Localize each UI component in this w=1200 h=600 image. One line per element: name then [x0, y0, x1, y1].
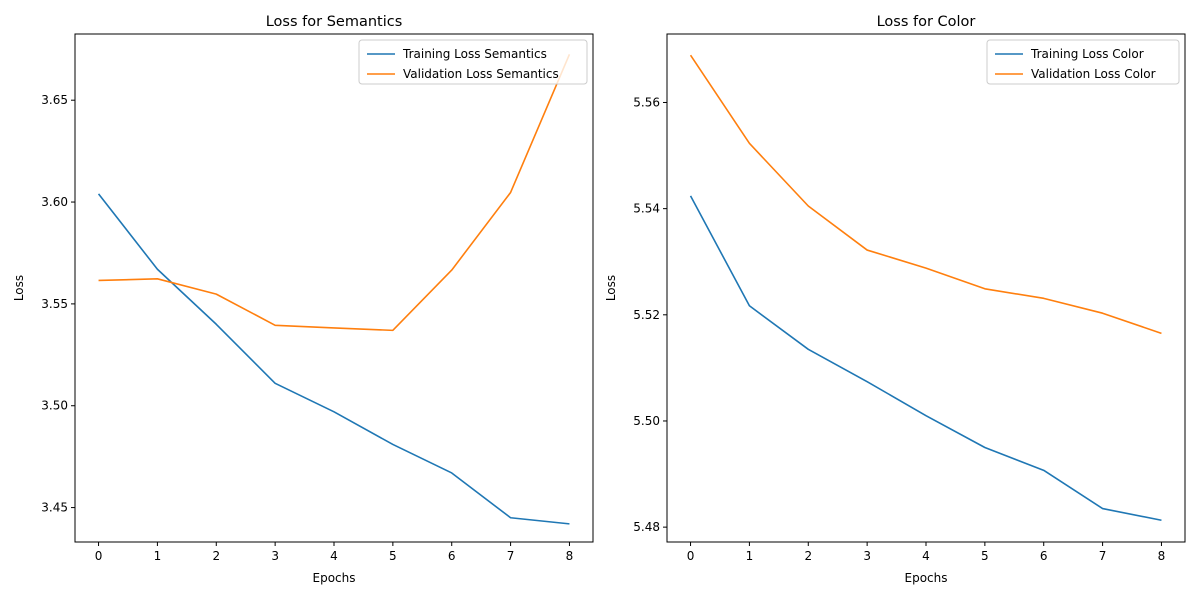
y-tick-label: 5.52: [633, 308, 660, 322]
x-tick-label: 1: [154, 549, 162, 563]
x-tick-label: 2: [212, 549, 220, 563]
x-tick-label: 3: [271, 549, 279, 563]
chart-loss-color: Loss for Color Epochs Loss 0 1 2 3 4 5 6 7 8 5.48…: [604, 14, 1186, 585]
legend-frame: [986, 39, 1180, 85]
legend-entry: Training Loss Color: [1030, 47, 1144, 61]
x-tick-label: 2: [804, 549, 812, 563]
legend: Training Loss Semantics Validation Loss S…: [358, 39, 588, 85]
y-tick-label: 5.50: [633, 414, 660, 428]
y-tick-label: 3.55: [41, 297, 68, 311]
y-tick-label: 3.50: [41, 399, 68, 413]
x-tick-label: 4: [330, 549, 338, 563]
x-tick-label: 0: [95, 549, 103, 563]
series-line-training: [689, 195, 1162, 522]
x-tick-label: 5: [981, 549, 989, 563]
legend-entry: Training Loss Semantics: [402, 47, 547, 61]
x-tick-label: 4: [922, 549, 930, 563]
chart-loss-semantics: Loss for Semantics Epochs Loss 0 1 2 3 4 5 6 7 8…: [12, 14, 594, 585]
y-tick-label: 5.56: [633, 95, 660, 109]
x-tick-label: 3: [863, 549, 871, 563]
x-axis-label: Epochs: [905, 571, 948, 585]
x-tick-label: 6: [1040, 549, 1048, 563]
y-tick-label: 3.60: [41, 195, 68, 209]
y-tick-label: 5.54: [633, 202, 660, 216]
y-axis-label: Loss: [604, 275, 618, 301]
series-line-training: [97, 193, 570, 525]
x-tick-label: 0: [687, 549, 695, 563]
x-tick-label: 7: [1099, 549, 1107, 563]
x-tick-label: 5: [389, 549, 397, 563]
legend-entry: Validation Loss Color: [1031, 67, 1156, 81]
y-tick-label: 3.45: [41, 501, 68, 515]
chart-title: Loss for Color: [877, 14, 976, 30]
x-tick-label: 8: [1158, 549, 1166, 563]
chart-title: Loss for Semantics: [266, 14, 403, 30]
plot-frame: [74, 33, 594, 543]
x-tick-label: 7: [507, 549, 515, 563]
x-tick-label: 8: [566, 549, 574, 563]
plot-frame: [666, 33, 1186, 543]
y-tick-label: 3.65: [41, 93, 68, 107]
y-axis-label: Loss: [12, 275, 26, 301]
series-line-validation: [98, 54, 571, 332]
x-tick-label: 1: [746, 549, 754, 563]
series-line-validation: [689, 54, 1162, 335]
legend: Training Loss Color Validation Loss Color: [986, 39, 1180, 85]
y-tick-label: 5.48: [633, 520, 660, 534]
x-tick-label: 6: [448, 549, 456, 563]
legend-frame: [358, 39, 588, 85]
legend-entry: Validation Loss Semantics: [403, 67, 559, 81]
x-axis-label: Epochs: [313, 571, 356, 585]
